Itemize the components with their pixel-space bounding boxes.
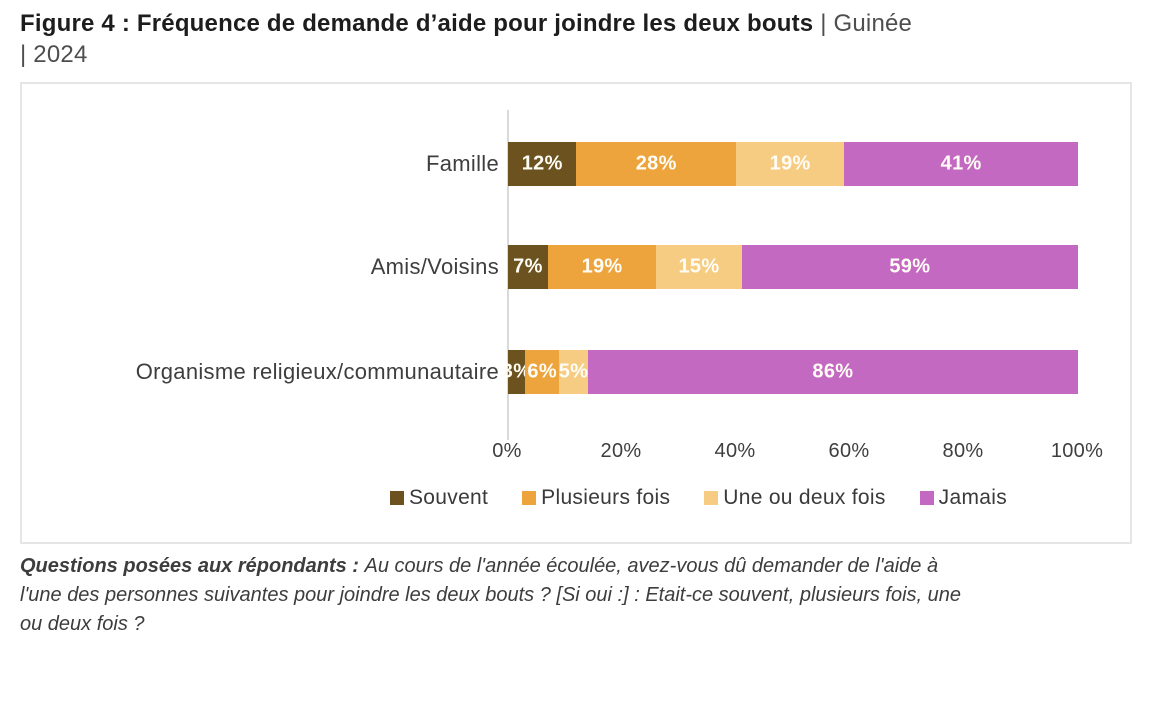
bar-value-label: 28% [635, 152, 677, 175]
legend-item: Souvent [390, 486, 488, 510]
x-tick-label: 80% [942, 440, 984, 462]
legend-label: Jamais [938, 486, 1007, 509]
bar-value-label: 3% [501, 360, 532, 383]
bar-segment: 15% [656, 245, 742, 289]
category-label: Organisme religieux/communautaire [135, 359, 499, 384]
legend-swatch [390, 491, 404, 505]
figure-title: Figure 4 : Fréquence de demande d’aide p… [20, 8, 1150, 70]
legend-item: Jamais [919, 486, 1007, 510]
legend-label: Plusieurs fois [541, 486, 671, 509]
bar-value-label: 41% [940, 152, 982, 175]
footnote: Questions posées aux répondants : Au cou… [20, 552, 1150, 639]
footnote-lead: Questions posées aux répondants : [20, 555, 365, 577]
stacked-bar: 3% 6% 5% 86% [502, 350, 1078, 394]
figure-title-main: Figure 4 : Fréquence de demande d’aide p… [20, 10, 814, 37]
legend-label: Une ou deux fois [723, 486, 886, 509]
category-label: Amis/Voisins [370, 254, 499, 279]
legend-item: Une ou deux fois [704, 486, 885, 510]
bar-segment: 3% [502, 350, 531, 394]
bar-value-label: 6% [527, 360, 557, 383]
legend-swatch [919, 491, 934, 505]
figure-title-year: | 2024 [20, 41, 88, 68]
bar-segment: 6% [525, 350, 560, 394]
bar-row: Amis/Voisins 7% 19% 15% 59% [22, 245, 1130, 289]
legend-item: Plusieurs fois [522, 486, 670, 510]
footnote-line2: l'une des personnes suivantes pour joind… [20, 584, 962, 606]
bar-value-label: 5% [558, 360, 589, 383]
bar-value-label: 15% [678, 255, 720, 278]
bar-segment: 41% [844, 142, 1078, 186]
chart-legend: Souvent Plusieurs fois Une ou deux fois Jam… [390, 486, 1007, 510]
bar-value-label: 59% [889, 255, 931, 278]
category-label: Famille [426, 151, 499, 176]
stacked-bar: 12% 28% 19% 41% [508, 142, 1078, 186]
x-tick-label: 60% [828, 440, 870, 462]
legend-swatch [522, 491, 537, 505]
legend-swatch [704, 491, 719, 505]
x-tick-label: 20% [600, 440, 642, 462]
bar-value-label: 86% [812, 360, 854, 383]
bar-segment: 59% [741, 245, 1078, 289]
figure-title-region: | Guinée [813, 10, 913, 37]
bar-segment: 7% [508, 245, 548, 289]
footnote-line1: Au cours de l'année écoulée, avez-vous d… [364, 555, 939, 577]
bar-segment: 5% [559, 350, 588, 394]
bar-row: Organisme religieux/communautaire 3% 6% 5% 8… [22, 350, 1130, 394]
bar-value-label: 19% [769, 152, 811, 175]
bar-row: Famille 12% 28% 19% 41% [22, 142, 1130, 186]
bar-value-label: 7% [513, 255, 543, 278]
stacked-bar: 7% 19% 15% 59% [508, 245, 1078, 289]
bar-segment: 86% [587, 350, 1078, 394]
bar-segment: 19% [735, 142, 845, 186]
bar-value-label: 19% [581, 255, 623, 278]
bar-segment: 12% [508, 142, 577, 186]
bar-segment: 19% [547, 245, 657, 289]
bar-segment: 28% [576, 142, 736, 186]
footnote-line3: ou deux fois ? [20, 613, 145, 635]
chart-area: Famille 12% 28% 19% 41% Amis/Voisins 7% 19% 15% 5… [20, 82, 1132, 544]
x-tick-label: 0% [492, 440, 522, 462]
legend-label: Souvent [409, 486, 489, 509]
x-tick-label: 40% [714, 440, 756, 462]
x-tick-label: 100% [1050, 440, 1104, 462]
bar-value-label: 12% [521, 152, 563, 175]
